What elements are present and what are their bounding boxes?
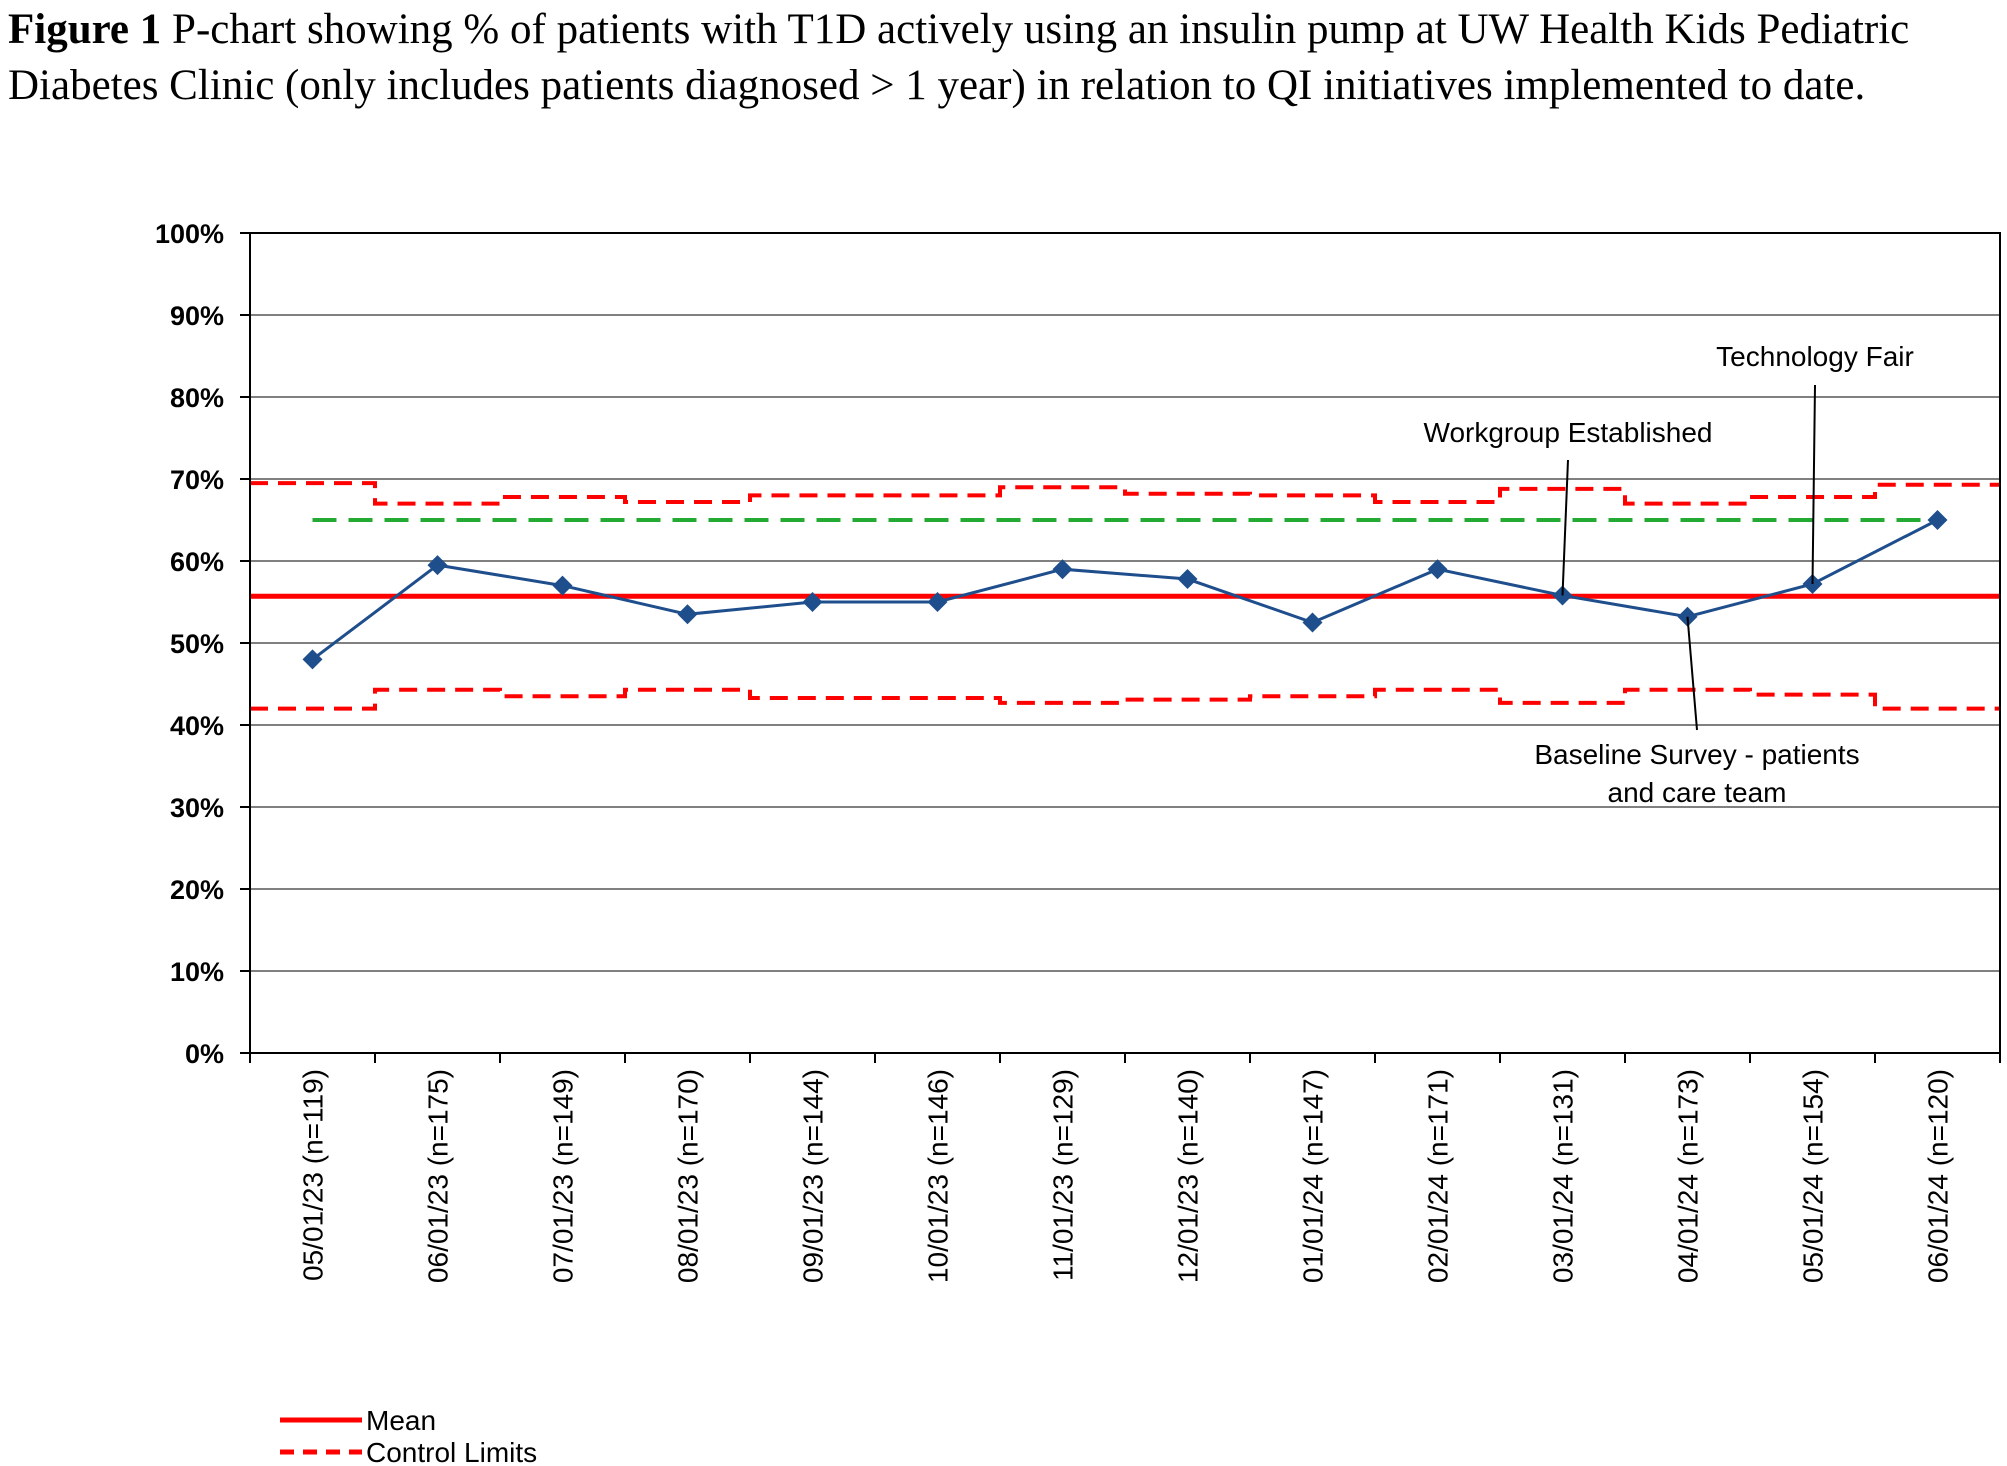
data-point-marker bbox=[802, 592, 823, 612]
x-tick-label: 12/01/23 (n=140) bbox=[1173, 1069, 1204, 1283]
x-tick-label: 01/01/24 (n=147) bbox=[1298, 1069, 1329, 1283]
plot-border bbox=[249, 232, 2001, 1054]
y-tick-label: 90% bbox=[170, 301, 224, 331]
data-point-marker bbox=[1427, 559, 1448, 580]
upper-control-limit bbox=[250, 481, 2000, 506]
reference-lines bbox=[250, 481, 2000, 711]
annotation-text: and care team bbox=[1608, 777, 1787, 808]
annotation-text: Technology Fair bbox=[1716, 341, 1914, 372]
y-tick-label: 0% bbox=[185, 1039, 224, 1069]
x-tick-label: 04/01/24 (n=173) bbox=[1673, 1069, 1704, 1283]
y-tick-label: 70% bbox=[170, 465, 224, 495]
data-point-marker bbox=[1052, 559, 1073, 580]
y-axis-ticks: 0% 10% 20% 30% 40% 50% 60% 70% 80% 90% 100% bbox=[155, 219, 250, 1069]
x-tick-label: 09/01/23 (n=144) bbox=[798, 1069, 829, 1283]
x-tick-label: 03/01/24 (n=131) bbox=[1548, 1069, 1579, 1283]
x-axis-ticks: 05/01/23 (n=119) 06/01/23 (n=175) 07/01/23… bbox=[249, 1053, 2001, 1283]
x-tick-label: 06/01/24 (n=120) bbox=[1923, 1069, 1954, 1283]
lower-control-limit bbox=[250, 687, 2000, 711]
y-tick-label: 80% bbox=[170, 383, 224, 413]
legend-label: Mean bbox=[366, 1405, 436, 1436]
data-point-marker bbox=[427, 555, 448, 576]
y-tick-label: 20% bbox=[170, 875, 224, 905]
data-point-marker bbox=[1177, 569, 1198, 590]
annotation-text: Workgroup Established bbox=[1424, 417, 1713, 448]
annotation-leader bbox=[1811, 384, 1816, 584]
grid-lines bbox=[250, 314, 2000, 972]
figure-label: Figure 1 bbox=[8, 6, 162, 53]
y-tick-label: 30% bbox=[170, 793, 224, 823]
x-tick-label: 07/01/23 (n=149) bbox=[548, 1069, 579, 1283]
y-tick-label: 10% bbox=[170, 957, 224, 987]
figure-caption-text: P-chart showing % of patients with T1D a… bbox=[8, 6, 1910, 109]
x-tick-label: 06/01/23 (n=175) bbox=[423, 1069, 454, 1283]
x-tick-label: 08/01/23 (n=170) bbox=[673, 1069, 704, 1283]
figure-caption: Figure 1 P-chart showing % of patients w… bbox=[8, 2, 1998, 114]
legend-label: Control Limits bbox=[366, 1437, 537, 1466]
x-tick-label: 05/01/23 (n=119) bbox=[298, 1069, 329, 1281]
x-tick-label: 02/01/24 (n=171) bbox=[1423, 1069, 1454, 1283]
y-tick-label: 40% bbox=[170, 711, 224, 741]
percent-series-line bbox=[311, 518, 1939, 661]
data-point-marker bbox=[1302, 612, 1323, 633]
x-tick-label: 11/01/23 (n=129) bbox=[1048, 1069, 1079, 1281]
x-tick-label: 05/01/24 (n=154) bbox=[1798, 1069, 1829, 1283]
data-point-marker bbox=[302, 649, 323, 670]
annotation-leader bbox=[1561, 459, 1569, 596]
y-tick-label: 60% bbox=[170, 547, 224, 577]
x-tick-label: 10/01/23 (n=146) bbox=[923, 1069, 954, 1283]
annotations: Technology Fair Workgroup Established Base… bbox=[1424, 341, 1914, 808]
data-point-marker bbox=[927, 592, 948, 612]
y-tick-label: 100% bbox=[155, 219, 224, 249]
data-point-marker bbox=[677, 604, 698, 625]
annotation-leader bbox=[1686, 616, 1698, 731]
data-point-marker bbox=[552, 575, 573, 596]
data-series bbox=[302, 510, 1948, 670]
data-point-marker bbox=[1927, 510, 1948, 530]
y-tick-label: 50% bbox=[170, 629, 224, 659]
annotation-text: Baseline Survey - patients bbox=[1534, 739, 1859, 770]
